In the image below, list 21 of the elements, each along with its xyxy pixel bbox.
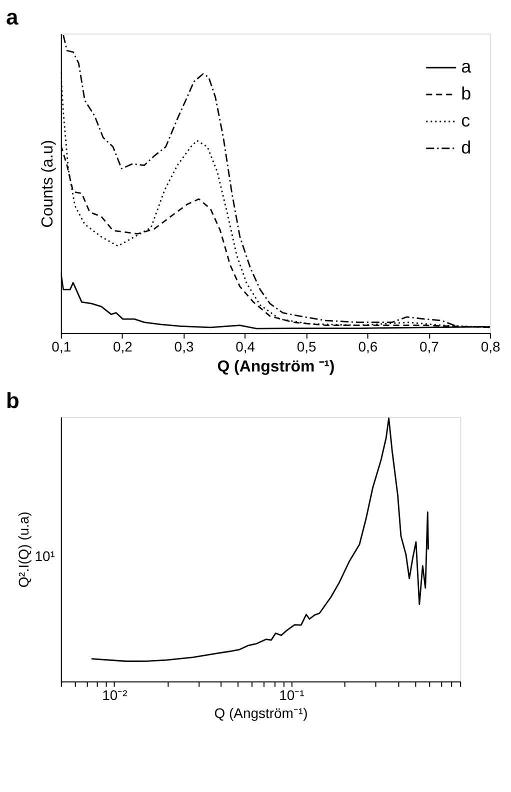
x-tick-label: 0,4 (236, 338, 256, 355)
text: 10¹ (34, 548, 56, 564)
legend-label: d (461, 137, 472, 158)
x-axis-title: Q (Angström⁻¹) (214, 704, 308, 721)
chart-title: b (6, 388, 20, 413)
x-tick-label: 0,2 (112, 338, 133, 355)
x-tick-label: 0,3 (174, 338, 194, 355)
legend-label: c (461, 110, 470, 130)
x-tick-label: 0,1 (52, 338, 72, 355)
y-axis-title: Q².I(Q) (u.a) (15, 512, 32, 588)
x-tick-label: 0,6 (358, 338, 378, 355)
x-tick-label: 0,7 (420, 338, 440, 355)
chart-title: a (6, 4, 19, 30)
x-tick-label: 10⁻¹ (279, 686, 305, 703)
x-tick-label: 0,5 (296, 338, 317, 355)
x-tick-label: 10⁻² (102, 686, 128, 703)
legend-label: b (461, 84, 472, 104)
x-tick-label: 0,8 (480, 338, 500, 355)
legend-label: a (461, 56, 472, 77)
y-axis-title: Counts (a.u) (39, 140, 56, 228)
x-axis-title: Q (Angström ⁻¹) (217, 358, 335, 376)
